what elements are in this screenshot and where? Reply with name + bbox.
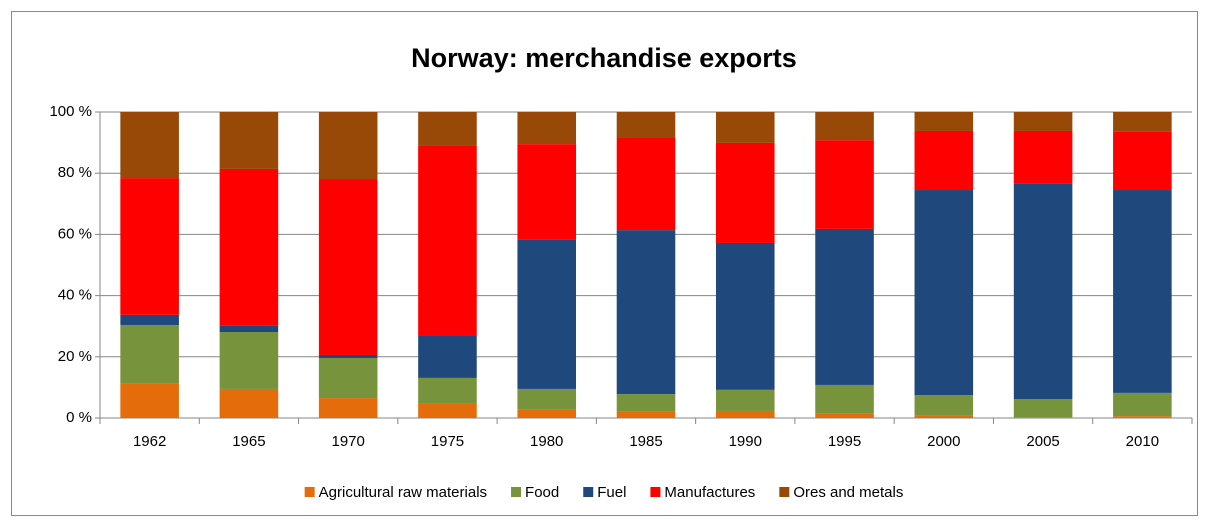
- legend-label: Agricultural raw materials: [319, 484, 487, 501]
- y-tick-label: 60 %: [58, 225, 92, 242]
- bar-segment: [318, 179, 378, 355]
- bar-segment: [120, 324, 179, 384]
- bar-segment: [914, 395, 974, 416]
- bar-segment: [517, 144, 577, 240]
- bar-segment: [318, 354, 378, 359]
- bar-segment: [815, 140, 874, 229]
- x-tick-label: 1980: [530, 433, 563, 450]
- chart-title: Norway: merchandise exports: [411, 43, 797, 73]
- legend-swatch: [779, 487, 790, 497]
- legend-swatch: [304, 487, 315, 497]
- bar-segment: [219, 388, 279, 418]
- bar-segment: [318, 398, 378, 418]
- bar-segment: [219, 325, 279, 333]
- legend-swatch: [650, 487, 661, 497]
- bar-segment: [418, 335, 477, 378]
- x-tick-label: 1995: [828, 433, 861, 450]
- legend-label: Fuel: [597, 484, 626, 501]
- bar-segment: [219, 112, 279, 169]
- x-tick-label: 1990: [729, 433, 762, 450]
- bar-segment: [1113, 112, 1172, 132]
- legend-swatch: [511, 487, 522, 497]
- legend-label: Food: [525, 484, 559, 501]
- y-tick-label: 80 %: [58, 164, 92, 181]
- bar-segment: [120, 383, 179, 418]
- x-tick-label: 1975: [431, 433, 464, 450]
- x-tick-label: 1970: [331, 433, 364, 450]
- x-tick-label: 1985: [629, 433, 662, 450]
- legend-label: Ores and metals: [793, 484, 903, 501]
- bar-segment: [815, 413, 874, 418]
- bar-segment: [1013, 130, 1073, 184]
- bar-segment: [1113, 416, 1172, 418]
- bar-segment: [914, 130, 974, 191]
- bar-segment: [914, 112, 974, 131]
- bar-segment: [616, 138, 676, 231]
- legend-label: Manufactures: [664, 484, 755, 501]
- bar-segment: [219, 168, 279, 326]
- bar-segment: [715, 410, 775, 418]
- x-tick-label: 2010: [1126, 433, 1159, 450]
- bar-segment: [815, 384, 874, 414]
- bar-segment: [219, 332, 279, 389]
- x-tick-label: 2005: [1026, 433, 1059, 450]
- bar-segment: [120, 178, 179, 315]
- bar-segment: [616, 230, 676, 395]
- bar-segment: [517, 409, 577, 418]
- bar-segment: [914, 190, 974, 396]
- bar-segment: [318, 112, 378, 180]
- bar-segment: [1113, 392, 1172, 417]
- bar-segment: [418, 377, 477, 404]
- x-tick-label: 1962: [133, 433, 166, 450]
- bar-segment: [715, 112, 775, 143]
- bar-segment: [120, 314, 179, 325]
- bar-segment: [616, 112, 676, 139]
- bar-segment: [1013, 399, 1073, 418]
- bar-segment: [1013, 183, 1073, 400]
- bar-segment: [616, 411, 676, 418]
- bar-segment: [715, 242, 775, 390]
- bar-segment: [517, 112, 577, 145]
- bar-segment: [120, 112, 179, 179]
- x-tick-label: 1965: [232, 433, 265, 450]
- bar-segment: [1013, 112, 1073, 131]
- bar-segment: [418, 403, 477, 418]
- y-tick-label: 40 %: [58, 287, 92, 304]
- bar-segment: [815, 228, 874, 385]
- bar-segment: [517, 388, 577, 410]
- x-tick-label: 2000: [927, 433, 960, 450]
- chart-frame: [11, 11, 1198, 516]
- bar-segment: [1113, 131, 1172, 191]
- bar-segment: [715, 389, 775, 411]
- bar-segment: [318, 358, 378, 399]
- y-tick-label: 100 %: [49, 103, 92, 120]
- bar-segment: [815, 112, 874, 141]
- bar-segment: [715, 142, 775, 243]
- bar-segment: [616, 394, 676, 412]
- bar-segment: [914, 415, 974, 418]
- bar-segment: [1113, 190, 1172, 393]
- bar-segment: [418, 145, 477, 336]
- bar-segment: [418, 112, 477, 146]
- y-tick-label: 0 %: [66, 409, 92, 426]
- y-tick-label: 20 %: [58, 348, 92, 365]
- legend-swatch: [583, 487, 594, 497]
- bar-segment: [517, 239, 577, 389]
